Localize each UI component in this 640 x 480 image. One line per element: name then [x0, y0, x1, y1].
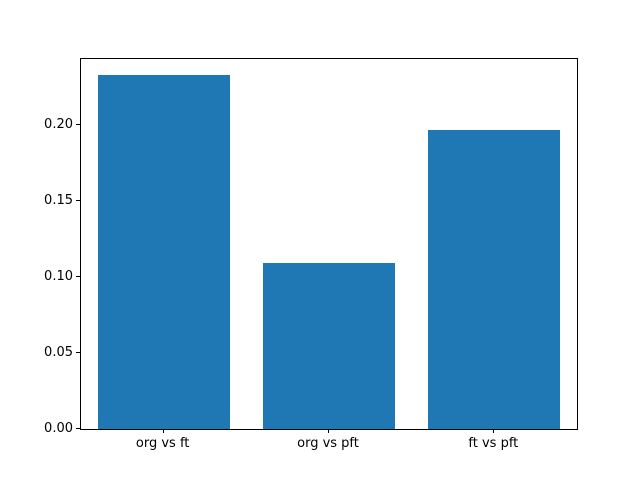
- y-axis-tick-mark: [76, 200, 80, 202]
- y-axis-tick-mark: [76, 352, 80, 354]
- y-axis-tick-label: 0.15: [44, 193, 73, 209]
- x-axis-category-label: org vs pft: [297, 436, 359, 451]
- bar-org-vs-pft: [262, 263, 396, 429]
- plot-area: [80, 58, 578, 430]
- x-axis-tick-mark: [328, 429, 329, 433]
- x-axis-category-label: ft vs pft: [468, 436, 519, 451]
- y-axis-tick-mark: [76, 124, 80, 126]
- y-axis-tick-label: 0.20: [44, 117, 73, 133]
- bar-ft-vs-pft: [428, 129, 561, 429]
- x-axis-category-label: org vs ft: [135, 436, 190, 451]
- y-axis-tick-label: 0.10: [44, 269, 73, 285]
- y-axis-tick-mark: [76, 428, 80, 429]
- bar-org-vs-ft: [97, 74, 230, 429]
- y-axis-tick-label: 0.00: [44, 421, 73, 436]
- x-axis-tick-mark: [493, 429, 495, 433]
- x-axis-tick-mark: [162, 429, 164, 433]
- y-axis-tick-mark: [76, 276, 80, 278]
- y-axis-tick-label: 0.05: [44, 345, 73, 361]
